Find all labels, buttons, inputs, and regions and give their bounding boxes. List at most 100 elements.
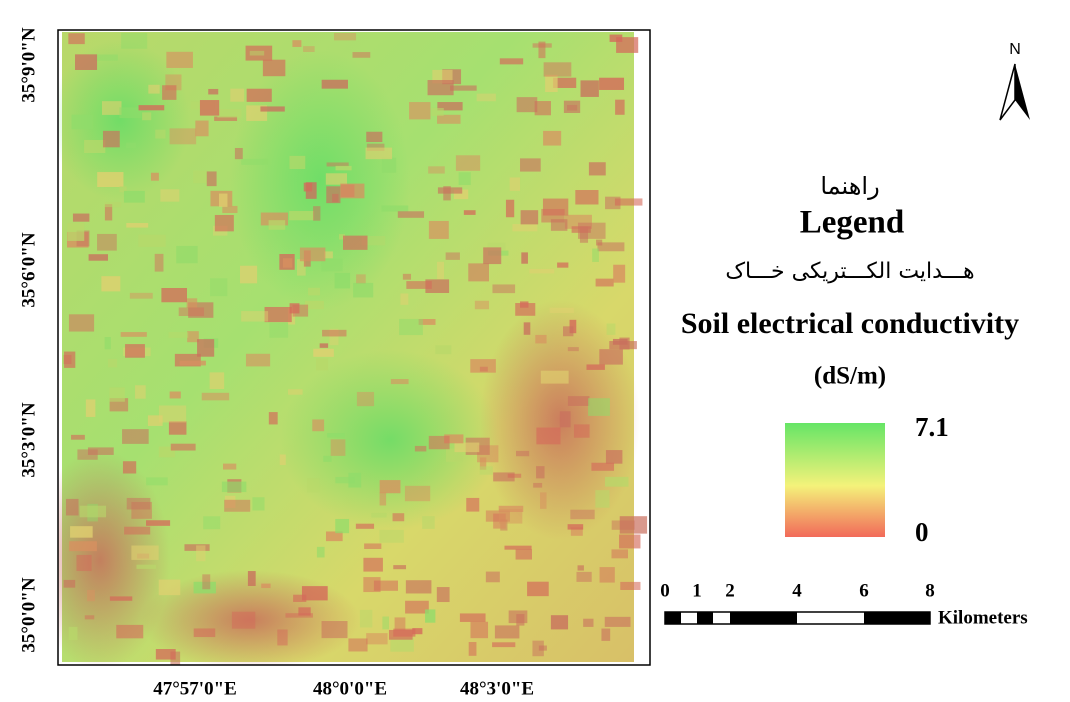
field-patch (353, 283, 373, 298)
field-patch (109, 387, 124, 401)
field-patch (72, 115, 93, 130)
field-patch (366, 148, 393, 160)
field-patch (261, 584, 270, 588)
field-patch (126, 223, 148, 228)
field-patch (69, 541, 97, 551)
field-patch (208, 89, 218, 94)
field-patch (335, 477, 354, 483)
field-patch (366, 132, 382, 142)
field-patch (470, 622, 488, 638)
field-patch (64, 580, 76, 588)
field-patch (224, 500, 250, 512)
north-label: N (1009, 41, 1021, 58)
field-patch (312, 419, 324, 431)
field-patch (289, 156, 305, 169)
field-patch (171, 444, 196, 451)
field-patch (380, 492, 387, 505)
field-patch (483, 247, 501, 264)
field-patch (437, 587, 450, 602)
field-patch (406, 281, 431, 289)
field-patch (576, 572, 591, 582)
field-patch (599, 78, 624, 90)
field-patch (520, 301, 528, 307)
field-patch (611, 549, 628, 558)
field-patch (68, 33, 84, 44)
field-patch (356, 274, 366, 284)
field-patch (197, 339, 214, 357)
field-patch (456, 155, 480, 171)
field-patch (131, 546, 158, 560)
field-patch (431, 108, 443, 116)
field-patch (492, 284, 515, 293)
field-patch (357, 392, 374, 406)
longitude-label: 47°57'0"E (153, 678, 237, 699)
field-patch (168, 332, 188, 338)
field-patch (570, 510, 594, 520)
field-patch (87, 590, 95, 601)
field-patch (615, 198, 643, 205)
scale-segment (864, 612, 930, 624)
field-patch (480, 367, 488, 372)
field-patch (517, 97, 538, 112)
field-patch (95, 55, 118, 61)
field-patch (609, 341, 637, 349)
field-patch (529, 269, 554, 273)
field-patch (521, 210, 539, 224)
field-patch (263, 60, 285, 77)
field-patch (194, 628, 216, 637)
field-patch (215, 215, 234, 231)
field-patch (121, 33, 147, 49)
field-patch (246, 354, 270, 367)
field-patch (492, 642, 515, 647)
scale-tick-label: 2 (725, 580, 735, 601)
field-patch (292, 40, 301, 47)
field-patch (446, 252, 460, 259)
field-patch (399, 319, 423, 335)
field-patch (435, 345, 451, 354)
scale-tick-label: 6 (859, 580, 869, 601)
field-patch (71, 435, 85, 440)
field-patch (567, 105, 577, 111)
field-patch (425, 609, 435, 622)
field-patch (176, 246, 197, 263)
field-patch (298, 607, 310, 615)
field-patch (527, 582, 549, 596)
field-patch (382, 616, 389, 629)
field-patch (588, 398, 610, 416)
field-patch (326, 173, 347, 184)
field-patch (97, 172, 123, 187)
field-patch (116, 625, 143, 638)
field-patch (69, 314, 94, 331)
field-patch (269, 220, 286, 230)
field-patch (166, 52, 193, 68)
field-patch (422, 516, 435, 529)
field-patch (324, 251, 333, 258)
north-arrow (1000, 64, 1015, 120)
field-patch (516, 549, 532, 559)
field-patch (80, 506, 106, 518)
field-patch (395, 617, 406, 630)
field-patch (241, 311, 268, 321)
field-patch (73, 214, 89, 222)
field-patch (374, 581, 398, 591)
field-patch (403, 274, 411, 280)
field-patch (382, 205, 409, 211)
field-patch (520, 158, 541, 171)
field-patch (499, 509, 522, 524)
field-patch (480, 466, 493, 474)
field-patch (391, 379, 409, 384)
field-patch (393, 629, 415, 637)
field-patch (348, 638, 367, 651)
latitude-label: 35°6'0"N (18, 232, 39, 307)
field-patch (119, 107, 141, 118)
north-arrow (1015, 64, 1030, 120)
field-patch (327, 433, 345, 437)
field-patch (592, 248, 599, 261)
field-patch (524, 322, 531, 334)
field-patch (379, 530, 403, 543)
unit: (dS/m) (814, 363, 886, 390)
field-patch (104, 202, 121, 207)
field-patch (619, 535, 640, 549)
field-patch (468, 263, 489, 281)
field-patch (539, 646, 547, 651)
